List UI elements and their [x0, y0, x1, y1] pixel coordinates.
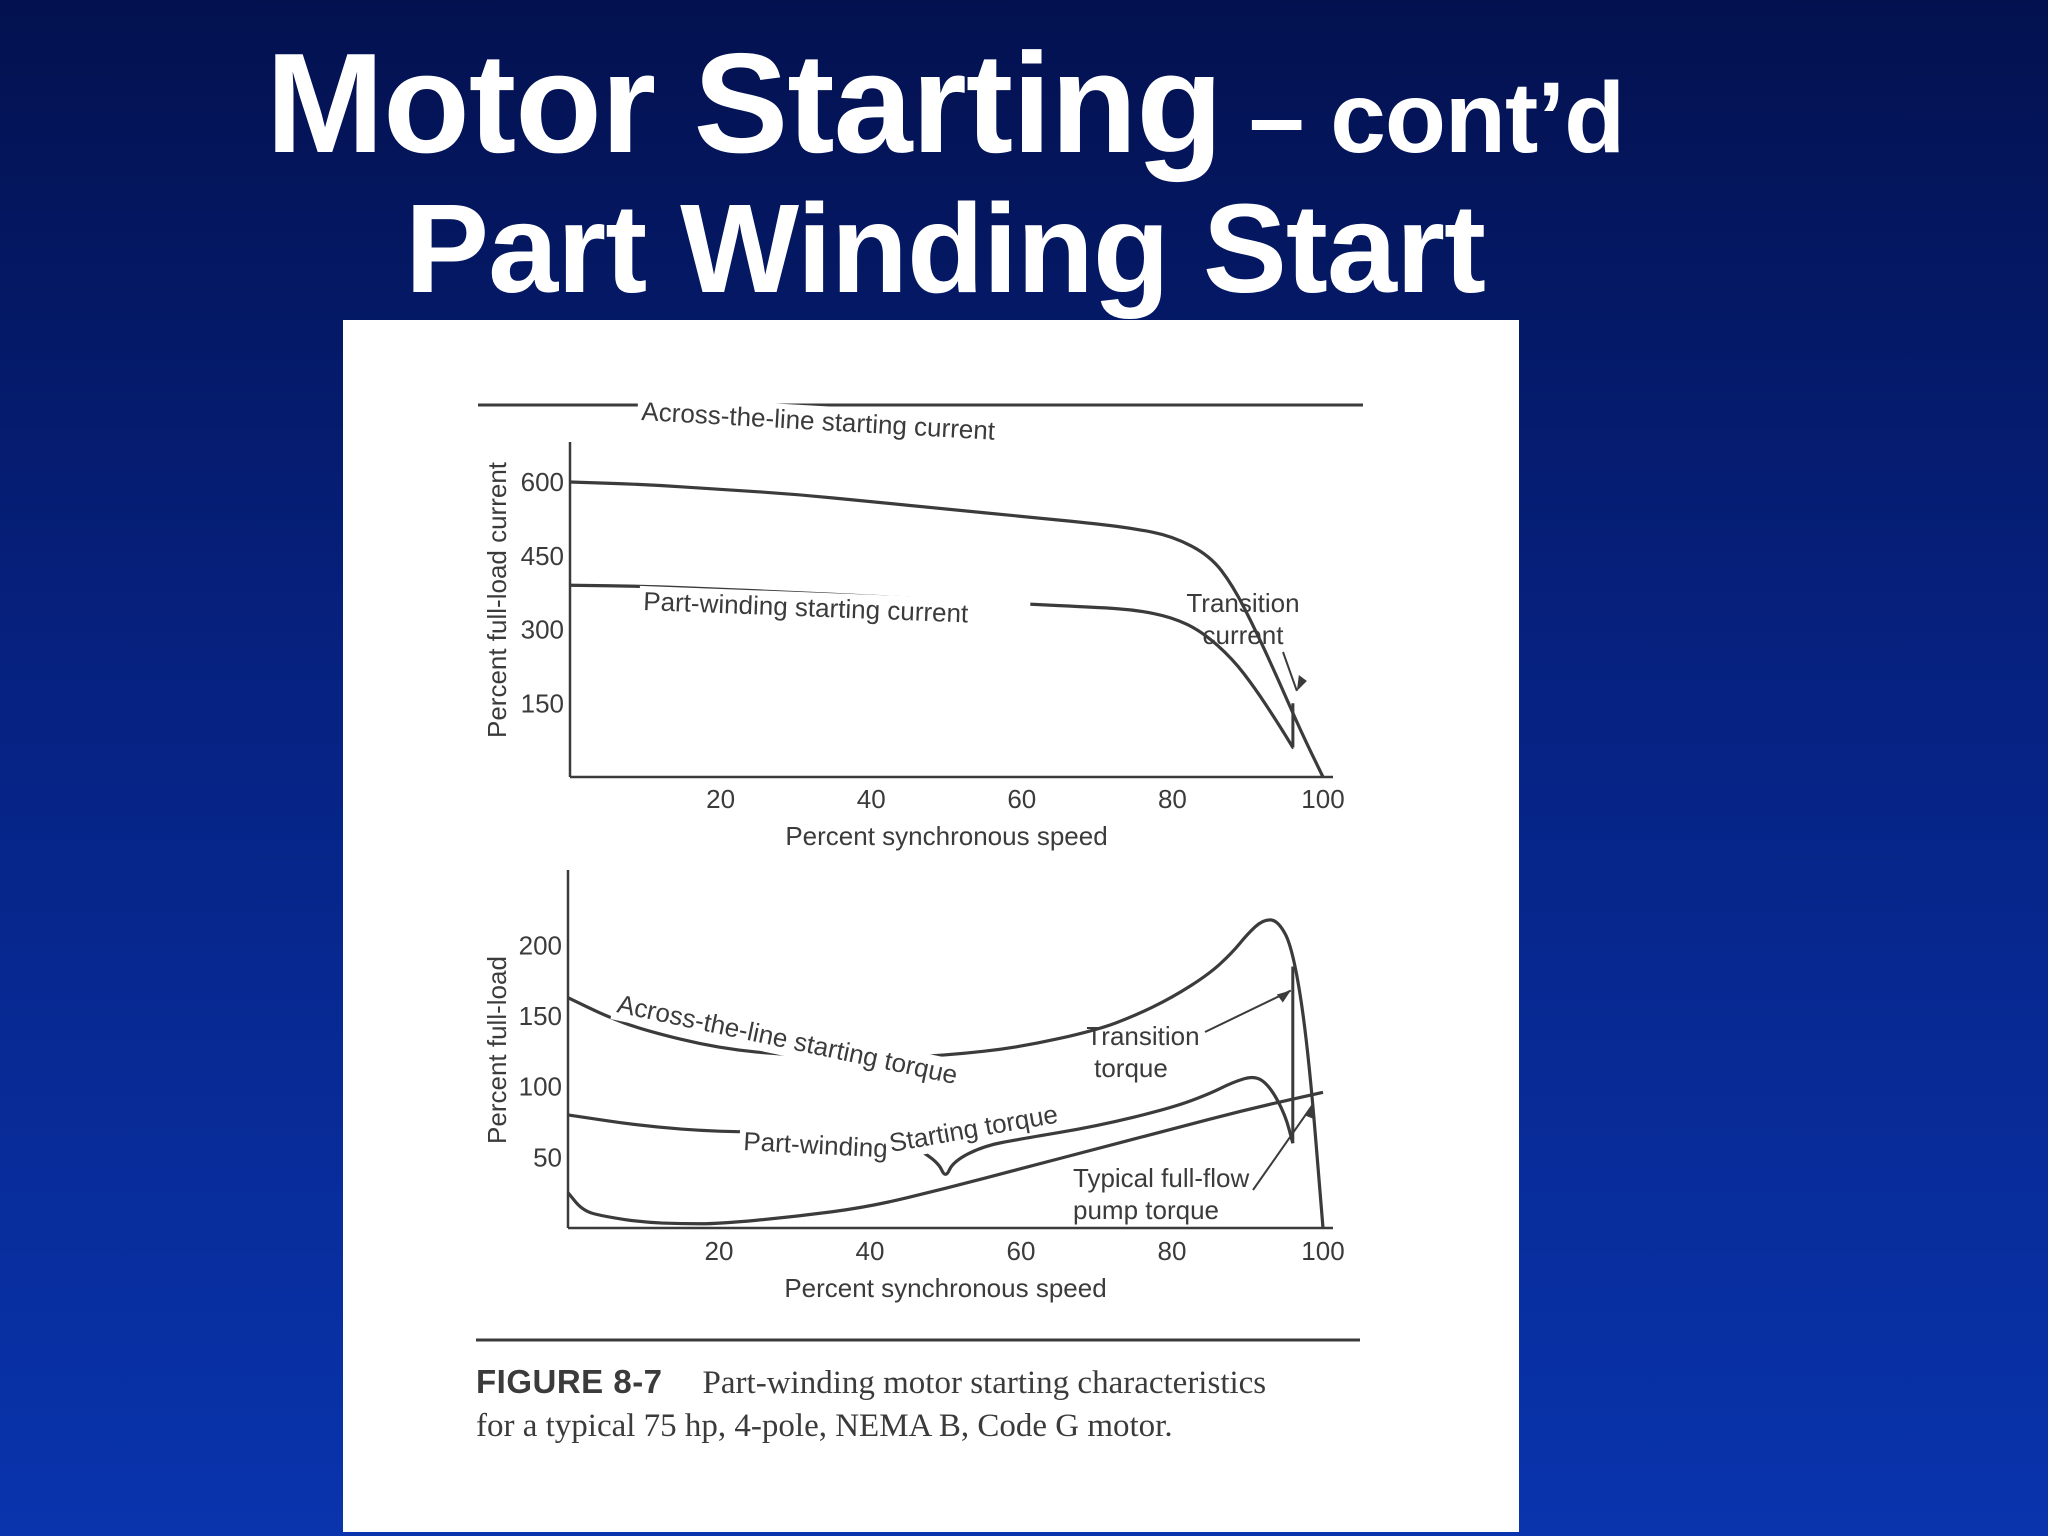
y-tick-label: 450 [521, 541, 564, 571]
y-axis-title: Percent full-load current [482, 461, 512, 738]
x-tick-label: 20 [706, 784, 735, 814]
series-label-backdrop [610, 987, 1026, 1106]
x-tick-label: 100 [1301, 784, 1344, 814]
series-label: Across-the-line starting torque [610, 987, 1026, 1106]
annotation-arrowhead [1276, 990, 1291, 1003]
series-line-across-the-line-starting-torque [567, 918, 1325, 1229]
series-label: Part-winding starting current [638, 585, 1031, 633]
series-line-across-the-line-starting-current [569, 480, 1325, 778]
title-line-1: Motor Starting – cont’d [0, 33, 1890, 184]
slide-title: Motor Starting – cont’d Part Winding Sta… [0, 33, 1890, 319]
series-label-text: Part-winding starting current [643, 586, 970, 628]
figure-charts: 20 40 60 80 100 150 300 450 600 Percent synchrono… [476, 395, 1363, 1342]
annotation-pump-torque-2: pump torque [1073, 1195, 1219, 1225]
series-label-backdrop [738, 1125, 907, 1167]
annotation-transition-current: Transition [1186, 588, 1299, 618]
annotation-arrowhead [1296, 674, 1307, 691]
figure-number: FIGURE 8-7 [476, 1363, 663, 1400]
y-tick-label: 150 [521, 688, 564, 718]
annotation-pump-torque: Typical full-flow [1073, 1163, 1249, 1193]
series-line-typical-full-flow-pump-torque [566, 1090, 1324, 1226]
series-label-text: Starting torque [887, 1099, 1060, 1158]
caption-text-2: for a typical 75 hp, 4-pole, NEMA B, Cod… [476, 1408, 1173, 1444]
current-chart: 20 40 60 80 100 150 300 450 600 Percent synchrono… [482, 395, 1345, 851]
x-tick-label: 60 [1007, 784, 1036, 814]
annotation-arrow [1282, 651, 1298, 692]
caption-text: Part-winding motor starting characterist… [702, 1365, 1267, 1401]
annotation-arrowhead [1305, 1103, 1316, 1120]
y-tick-label: 300 [521, 615, 564, 645]
series-label-backdrop [636, 395, 1069, 452]
y-tick-label: 150 [519, 1001, 562, 1031]
series-label-text: Across-the-line starting torque [615, 989, 960, 1090]
annotation-transition-torque-2: torque [1094, 1053, 1168, 1083]
torque-chart: 20 40 60 80 100 50 100 150 200 Percent synchronou… [482, 870, 1345, 1303]
x-axis-title: Percent synchronous speed [785, 821, 1107, 851]
x-axis-title: Percent synchronous speed [784, 1273, 1106, 1303]
y-tick-label: 200 [519, 930, 562, 960]
series-label-backdrop [638, 585, 1031, 633]
series-label: Part-winding [738, 1125, 907, 1167]
title-main: Motor Starting [265, 24, 1223, 183]
title-suffix: – cont’d [1222, 62, 1625, 174]
x-tick-label: 20 [705, 1236, 734, 1266]
x-tick-label: 100 [1301, 1236, 1344, 1266]
series-label-backdrop [882, 1093, 1092, 1161]
annotation-transition-current-2: current [1203, 620, 1285, 650]
x-tick-label: 40 [857, 784, 886, 814]
annotation-transition-torque: Transition [1086, 1021, 1199, 1051]
slide-subtitle: Part Winding Start [405, 178, 1486, 319]
y-axis-title: Percent full-load [482, 956, 512, 1144]
annotation-arrow [1204, 989, 1292, 1033]
x-tick-label: 40 [856, 1236, 885, 1266]
y-tick-label: 100 [519, 1072, 562, 1102]
x-tick-label: 80 [1158, 1236, 1187, 1266]
series-label: Starting torque [882, 1093, 1092, 1161]
figure-caption: FIGURE 8-7 Part-winding motor starting ch… [476, 1360, 1436, 1448]
annotation-arrow [1252, 1103, 1315, 1191]
y-tick-label: 50 [533, 1142, 562, 1172]
x-tick-label: 80 [1158, 784, 1187, 814]
x-tick-label: 60 [1007, 1236, 1036, 1266]
y-tick-label: 600 [521, 467, 564, 497]
figure-card: 20 40 60 80 100 150 300 450 600 Percent synchrono… [343, 320, 1519, 1532]
